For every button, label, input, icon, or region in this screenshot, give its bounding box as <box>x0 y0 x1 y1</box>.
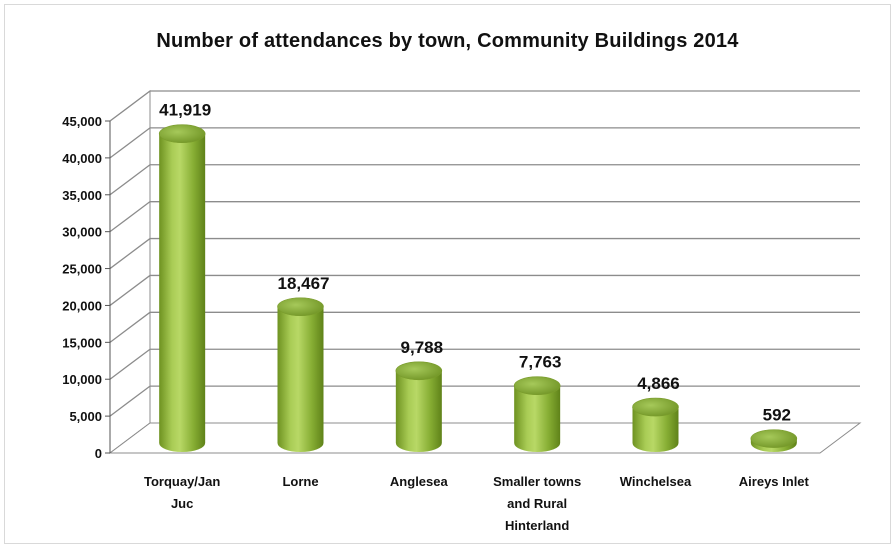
bars <box>158 124 798 452</box>
gridline <box>109 127 860 159</box>
category-label: Winchelsea <box>620 474 692 489</box>
bar <box>277 297 324 452</box>
gridline <box>109 201 860 233</box>
y-tick-label: 45,000 <box>62 114 102 129</box>
data-label: 41,919 <box>159 101 211 120</box>
bar <box>750 429 798 452</box>
bar <box>395 361 443 452</box>
bar-body <box>277 306 324 452</box>
gridline <box>109 385 860 417</box>
category-label-line: Smaller towns <box>493 474 581 489</box>
category-label-line: Winchelsea <box>620 474 692 489</box>
category-labels: Torquay/Jan Juc Lorne Anglesea Smaller towns… <box>144 474 810 533</box>
y-tick-label: 40,000 <box>62 151 102 166</box>
category-label-line: Anglesea <box>390 474 449 489</box>
bar <box>513 376 561 452</box>
gridline <box>109 274 860 306</box>
category-label: Aireys Inlet <box>739 474 810 489</box>
y-tick-label: 0 <box>95 446 102 461</box>
gridline <box>109 90 860 122</box>
bar-body <box>514 385 561 452</box>
category-label: Lorne <box>282 474 318 489</box>
y-tick-label: 20,000 <box>62 298 102 313</box>
bar <box>158 124 206 452</box>
category-label: Anglesea <box>390 474 449 489</box>
category-label: Torquay/Jan Juc <box>144 474 220 511</box>
bar-body <box>159 133 206 452</box>
data-label: 592 <box>763 406 791 425</box>
data-label: 9,788 <box>401 338 444 357</box>
bar-top <box>750 429 798 448</box>
category-label-line: Lorne <box>282 474 318 489</box>
bar-body <box>632 407 679 452</box>
y-tick-label: 30,000 <box>62 225 102 240</box>
y-tick-label: 15,000 <box>62 335 102 350</box>
category-label-line: Aireys Inlet <box>739 474 810 489</box>
category-label-line: Hinterland <box>505 518 569 533</box>
data-labels: 41,919 18,467 9,788 7,763 4,866 592 <box>159 101 791 425</box>
chart-frame <box>4 4 891 544</box>
bar-top <box>158 124 206 144</box>
y-tick-label: 25,000 <box>62 262 102 277</box>
gridlines <box>109 90 860 417</box>
bar <box>632 397 679 452</box>
bar-top <box>513 376 561 396</box>
gridline <box>109 164 860 196</box>
chart-title: Number of attendances by town, Community… <box>156 30 739 52</box>
side-wall <box>109 90 151 454</box>
data-label: 4,866 <box>637 374 680 393</box>
gridline <box>109 237 860 270</box>
bar-top <box>395 361 443 381</box>
data-label: 18,467 <box>278 274 330 293</box>
category-label-line: Torquay/Jan <box>144 474 220 489</box>
floor <box>108 422 862 454</box>
gridline <box>109 348 860 380</box>
category-label: Smaller towns and Rural Hinterland <box>493 474 581 533</box>
category-label-line: Juc <box>171 496 193 511</box>
bar-top <box>277 297 324 317</box>
y-tick-label: 5,000 <box>69 409 102 424</box>
bar-body <box>395 370 442 452</box>
y-tick-label: 35,000 <box>62 188 102 203</box>
gridline <box>109 311 860 343</box>
category-label-line: and Rural <box>507 496 567 511</box>
bar-top <box>632 397 679 417</box>
y-axis-ticks: 0 5,000 10,000 15,000 20,000 25,000 30,000 35,0… <box>62 114 111 461</box>
plot-walls <box>108 90 862 454</box>
y-tick-label: 10,000 <box>62 372 102 387</box>
data-label: 7,763 <box>519 353 562 372</box>
